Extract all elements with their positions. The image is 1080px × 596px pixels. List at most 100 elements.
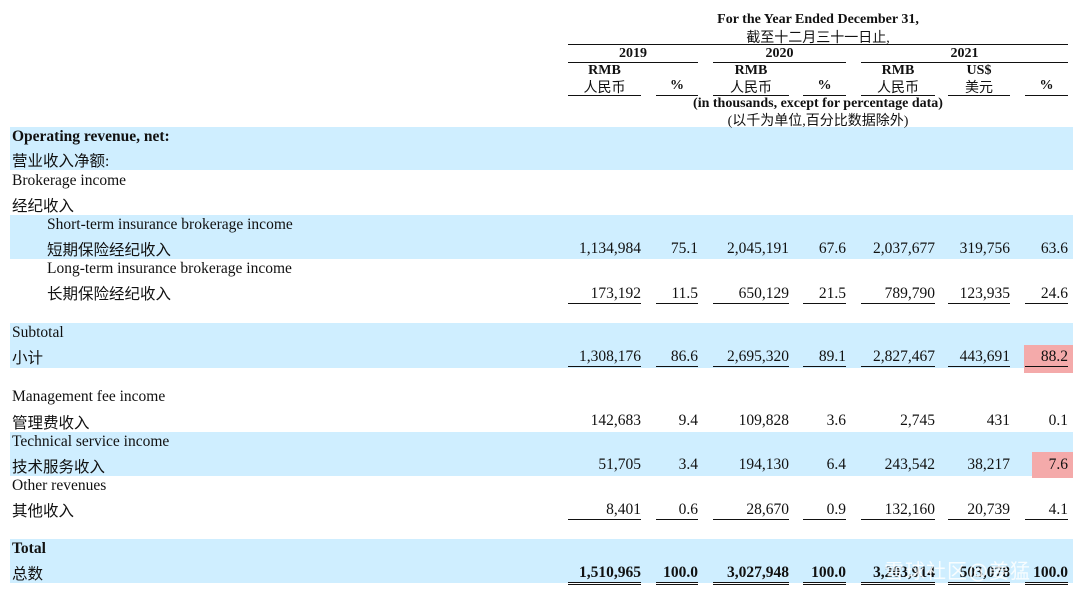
table-cell: 1,134,984 xyxy=(579,240,641,257)
table-cell: 0.9 xyxy=(803,501,846,520)
band-short-term xyxy=(10,215,1073,259)
table-cell: 431 xyxy=(986,412,1010,429)
table-cell: 319,756 xyxy=(959,240,1010,257)
year-rule-2019 xyxy=(568,62,698,63)
row-label-en: Subtotal xyxy=(12,324,64,341)
band-total xyxy=(10,539,1073,583)
row-label-cn: 管理费收入 xyxy=(12,415,90,432)
year-2020: 2020 xyxy=(765,46,794,61)
row-label-cn: 长期保险经纪收入 xyxy=(47,286,172,303)
units-note-cn: (以千为单位,百分比数据除外) xyxy=(727,114,909,129)
brokerage-label-en: Brokerage income xyxy=(12,172,127,189)
table-cell: 9.4 xyxy=(678,412,698,429)
col-2019-pct: % xyxy=(670,78,684,93)
year-rule-2021 xyxy=(861,62,1068,63)
table-cell: 88.2 xyxy=(1025,348,1068,367)
period-title-cn: 截至十二月三十一日止, xyxy=(746,31,890,46)
table-cell: 11.5 xyxy=(656,285,698,304)
band-technical xyxy=(10,432,1073,476)
table-cell: 3,203,914 xyxy=(861,564,935,585)
table-cell: 100.0 xyxy=(656,564,698,585)
table-cell: 24.6 xyxy=(1025,285,1068,304)
table-cell: 2,745 xyxy=(900,412,935,429)
col-2020-pct: % xyxy=(817,78,832,93)
highlight-subtotal-pct xyxy=(1024,345,1073,373)
col-2021-usd: US$ xyxy=(966,63,992,78)
table-cell: 3.4 xyxy=(678,456,698,473)
year-2021: 2021 xyxy=(950,46,979,61)
brokerage-label-cn: 经纪收入 xyxy=(12,198,75,215)
row-label-cn: 技术服务收入 xyxy=(12,459,106,476)
table-cell: 0.1 xyxy=(1048,412,1068,429)
table-cell: 4.1 xyxy=(1025,501,1068,520)
highlight-technical-pct xyxy=(1032,452,1073,478)
row-label-en: Total xyxy=(12,540,46,557)
section-title-en: Operating revenue, net: xyxy=(12,128,170,145)
table-cell: 142,683 xyxy=(590,412,641,429)
table-cell: 503,078 xyxy=(948,564,1010,585)
section-title-cn: 营业收入净额: xyxy=(12,153,110,170)
year-2019: 2019 xyxy=(619,46,647,61)
table-cell: 650,129 xyxy=(713,285,789,304)
row-label-en: Management fee income xyxy=(12,388,166,405)
units-note-en: (in thousands, except for percentage dat… xyxy=(693,96,943,111)
table-cell: 75.1 xyxy=(670,240,698,257)
table-cell: 132,160 xyxy=(861,501,935,520)
table-cell: 63.6 xyxy=(1040,240,1068,257)
table-cell: 100.0 xyxy=(1025,564,1068,585)
table-cell: 123,935 xyxy=(948,285,1010,304)
table-cell: 194,130 xyxy=(738,456,789,473)
table-cell: 2,045,191 xyxy=(727,240,789,257)
colhdr-rule-2 xyxy=(656,95,698,96)
col-2020-rmb-cn: 人民币 xyxy=(730,81,772,96)
col-2021-rmb: RMB xyxy=(881,63,915,78)
row-label-en: Other revenues xyxy=(12,477,107,494)
table-cell: 3.6 xyxy=(826,412,846,429)
table-cell: 89.1 xyxy=(803,348,846,367)
table-cell: 1,308,176 xyxy=(568,348,641,367)
table-cell: 789,790 xyxy=(861,285,935,304)
col-2019-rmb-cn: 人民币 xyxy=(583,81,626,96)
col-2021-rmb-cn: 人民币 xyxy=(877,81,919,96)
colhdr-rule-6 xyxy=(948,95,1010,96)
table-cell: 7.6 xyxy=(1048,456,1068,473)
table-cell: 100.0 xyxy=(803,564,846,585)
row-label-en: Long-term insurance brokerage income xyxy=(47,260,292,277)
table-cell: 28,670 xyxy=(713,501,789,520)
table-cell: 443,691 xyxy=(948,348,1010,367)
row-label-cn: 其他收入 xyxy=(12,503,75,520)
table-cell: 20,739 xyxy=(948,501,1010,520)
table-cell: 38,217 xyxy=(967,456,1010,473)
period-title-en: For the Year Ended December 31, xyxy=(717,12,919,27)
colhdr-rule-1 xyxy=(568,95,641,96)
table-cell: 67.6 xyxy=(818,240,846,257)
row-label-cn: 小计 xyxy=(12,350,44,367)
colhdr-rule-5 xyxy=(861,95,935,96)
table-cell: 109,828 xyxy=(738,412,789,429)
period-rule xyxy=(568,44,1068,45)
colhdr-rule-3 xyxy=(713,95,789,96)
row-label-en: Short-term insurance brokerage income xyxy=(47,216,293,233)
col-2021-pct: % xyxy=(1039,78,1054,93)
table-cell: 0.6 xyxy=(656,501,698,520)
table-cell: 1,510,965 xyxy=(568,564,641,585)
table-cell: 21.5 xyxy=(803,285,846,304)
colhdr-rule-4 xyxy=(803,95,846,96)
table-cell: 51,705 xyxy=(598,456,641,473)
band-section-title xyxy=(10,127,1073,170)
table-cell: 6.4 xyxy=(826,456,846,473)
col-2020-rmb: RMB xyxy=(734,63,768,78)
row-label-cn: 短期保险经纪收入 xyxy=(47,242,172,259)
watermark: 雪球社区@姜猛 xyxy=(884,559,1031,583)
col-2019-rmb: RMB xyxy=(588,63,621,78)
table-cell: 173,192 xyxy=(568,285,641,304)
table-cell: 2,037,677 xyxy=(873,240,935,257)
table-cell: 3,027,948 xyxy=(713,564,789,585)
year-rule-2020 xyxy=(713,62,846,63)
table-cell: 86.6 xyxy=(656,348,698,367)
table-cell: 2,827,467 xyxy=(861,348,935,367)
row-label-cn: 总数 xyxy=(12,566,44,583)
table-cell: 243,542 xyxy=(884,456,935,473)
row-label-en: Technical service income xyxy=(12,433,170,450)
colhdr-rule-7 xyxy=(1025,95,1068,96)
